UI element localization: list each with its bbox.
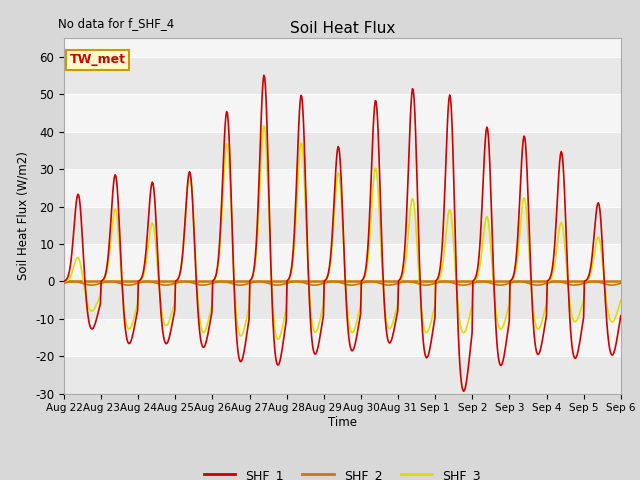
Title: Soil Heat Flux: Soil Heat Flux (290, 21, 395, 36)
Bar (64, 57, 621, 95)
Bar (64, 207, 621, 244)
Bar (64, 95, 621, 132)
Bar (64, 281, 621, 319)
Bar (64, 356, 621, 394)
Bar (64, 244, 621, 281)
Text: TW_met: TW_met (70, 53, 125, 66)
Bar (64, 169, 621, 207)
Text: No data for f_SHF_4: No data for f_SHF_4 (58, 17, 174, 30)
Bar (64, 132, 621, 169)
Legend: SHF_1, SHF_2, SHF_3: SHF_1, SHF_2, SHF_3 (199, 464, 486, 480)
Y-axis label: Soil Heat Flux (W/m2): Soil Heat Flux (W/m2) (17, 152, 29, 280)
X-axis label: Time: Time (328, 416, 357, 429)
Bar (64, 319, 621, 356)
